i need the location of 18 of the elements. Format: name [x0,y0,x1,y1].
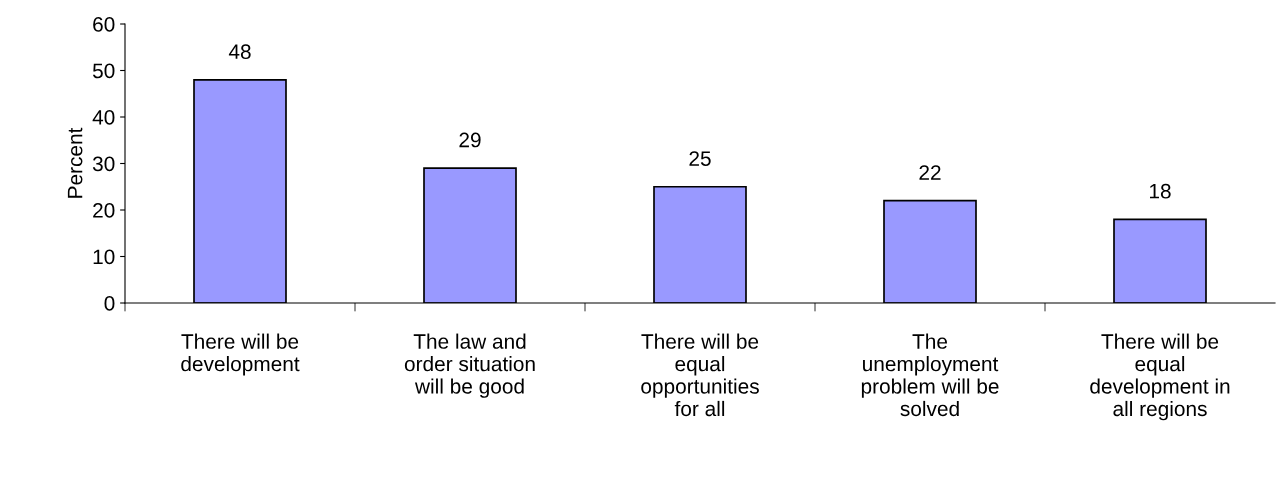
x-tick-label: There will be equal development in all regions [1090,333,1230,421]
y-tick-label: 40 [92,110,115,125]
y-axis-title: Percent [67,127,83,198]
y-tick-label: 60 [93,17,115,32]
x-tick-label: There will be development [181,333,300,376]
data-label: 48 [228,44,251,60]
y-tick-label: 50 [92,63,115,79]
data-label: 25 [689,151,711,166]
y-tick-label: 30 [92,156,115,172]
x-tick-label: The unemployment problem will be solved [861,333,999,417]
data-label: 29 [459,132,481,148]
data-label: 18 [1150,183,1171,199]
data-label: 22 [919,165,941,180]
x-tick-label: The law and order situation will be good [404,333,535,398]
y-tick-label: 0 [104,296,115,311]
x-tick-label: There will be equal opportunities for all [641,333,759,417]
y-tick-label: 10 [93,249,115,265]
y-tick-label: 20 [93,203,115,218]
